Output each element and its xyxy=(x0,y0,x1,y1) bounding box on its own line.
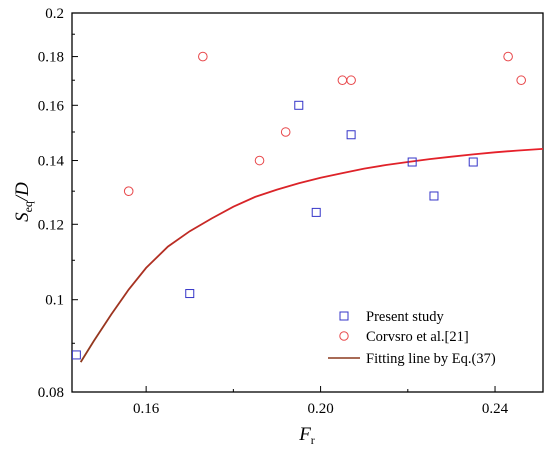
present-study-point xyxy=(346,130,356,140)
legend-marker-corvsro xyxy=(339,331,349,341)
y-axis-title: Seq/D xyxy=(12,182,35,222)
legend: Present study Corvsro et al.[21] Fitting… xyxy=(328,309,496,367)
y-tick-label: 0.1 xyxy=(45,293,64,309)
corvsro-point xyxy=(503,51,513,62)
present-study-point xyxy=(468,157,478,167)
corvsro-point xyxy=(516,75,526,86)
corvsro-point xyxy=(198,51,208,62)
x-axis-ticks: 0.16 0.20 0.24 xyxy=(133,386,509,417)
present-study-point xyxy=(185,289,195,299)
legend-label-corvsro: Corvsro et al.[21] xyxy=(366,329,469,345)
corvsro-point xyxy=(280,127,291,137)
corvsro-point xyxy=(346,75,356,86)
legend-label-fitting-line: Fitting line by Eq.(37) xyxy=(366,351,496,367)
present-study-point xyxy=(407,157,417,167)
present-study-point xyxy=(429,191,439,201)
y-tick-label: 0.08 xyxy=(38,385,64,401)
corvsro-point xyxy=(123,186,134,196)
present-study-point xyxy=(294,100,304,110)
y-tick-label: 0.12 xyxy=(38,217,64,233)
data-markers xyxy=(72,51,526,360)
x-tick-label: 0.24 xyxy=(482,401,509,417)
x-axis-title: Fr xyxy=(298,424,315,447)
corvsro-point xyxy=(337,75,348,86)
legend-marker-present-study xyxy=(339,311,349,321)
y-axis-ticks: 0.08 0.1 0.12 0.14 0.16 0.18 0.2 xyxy=(38,6,78,401)
y-tick-label: 0.18 xyxy=(38,50,64,66)
plot-frame xyxy=(71,12,544,393)
y-tick-label: 0.2 xyxy=(45,6,64,22)
present-study-point xyxy=(72,350,81,360)
legend-label-present-study: Present study xyxy=(366,309,444,325)
x-tick-label: 0.20 xyxy=(307,401,333,417)
x-tick-label: 0.16 xyxy=(133,401,160,417)
corvsro-point xyxy=(254,155,265,166)
fitting-line xyxy=(79,148,543,363)
present-study-point xyxy=(311,207,321,217)
y-tick-label: 0.14 xyxy=(38,154,65,170)
y-tick-label: 0.16 xyxy=(38,98,65,114)
